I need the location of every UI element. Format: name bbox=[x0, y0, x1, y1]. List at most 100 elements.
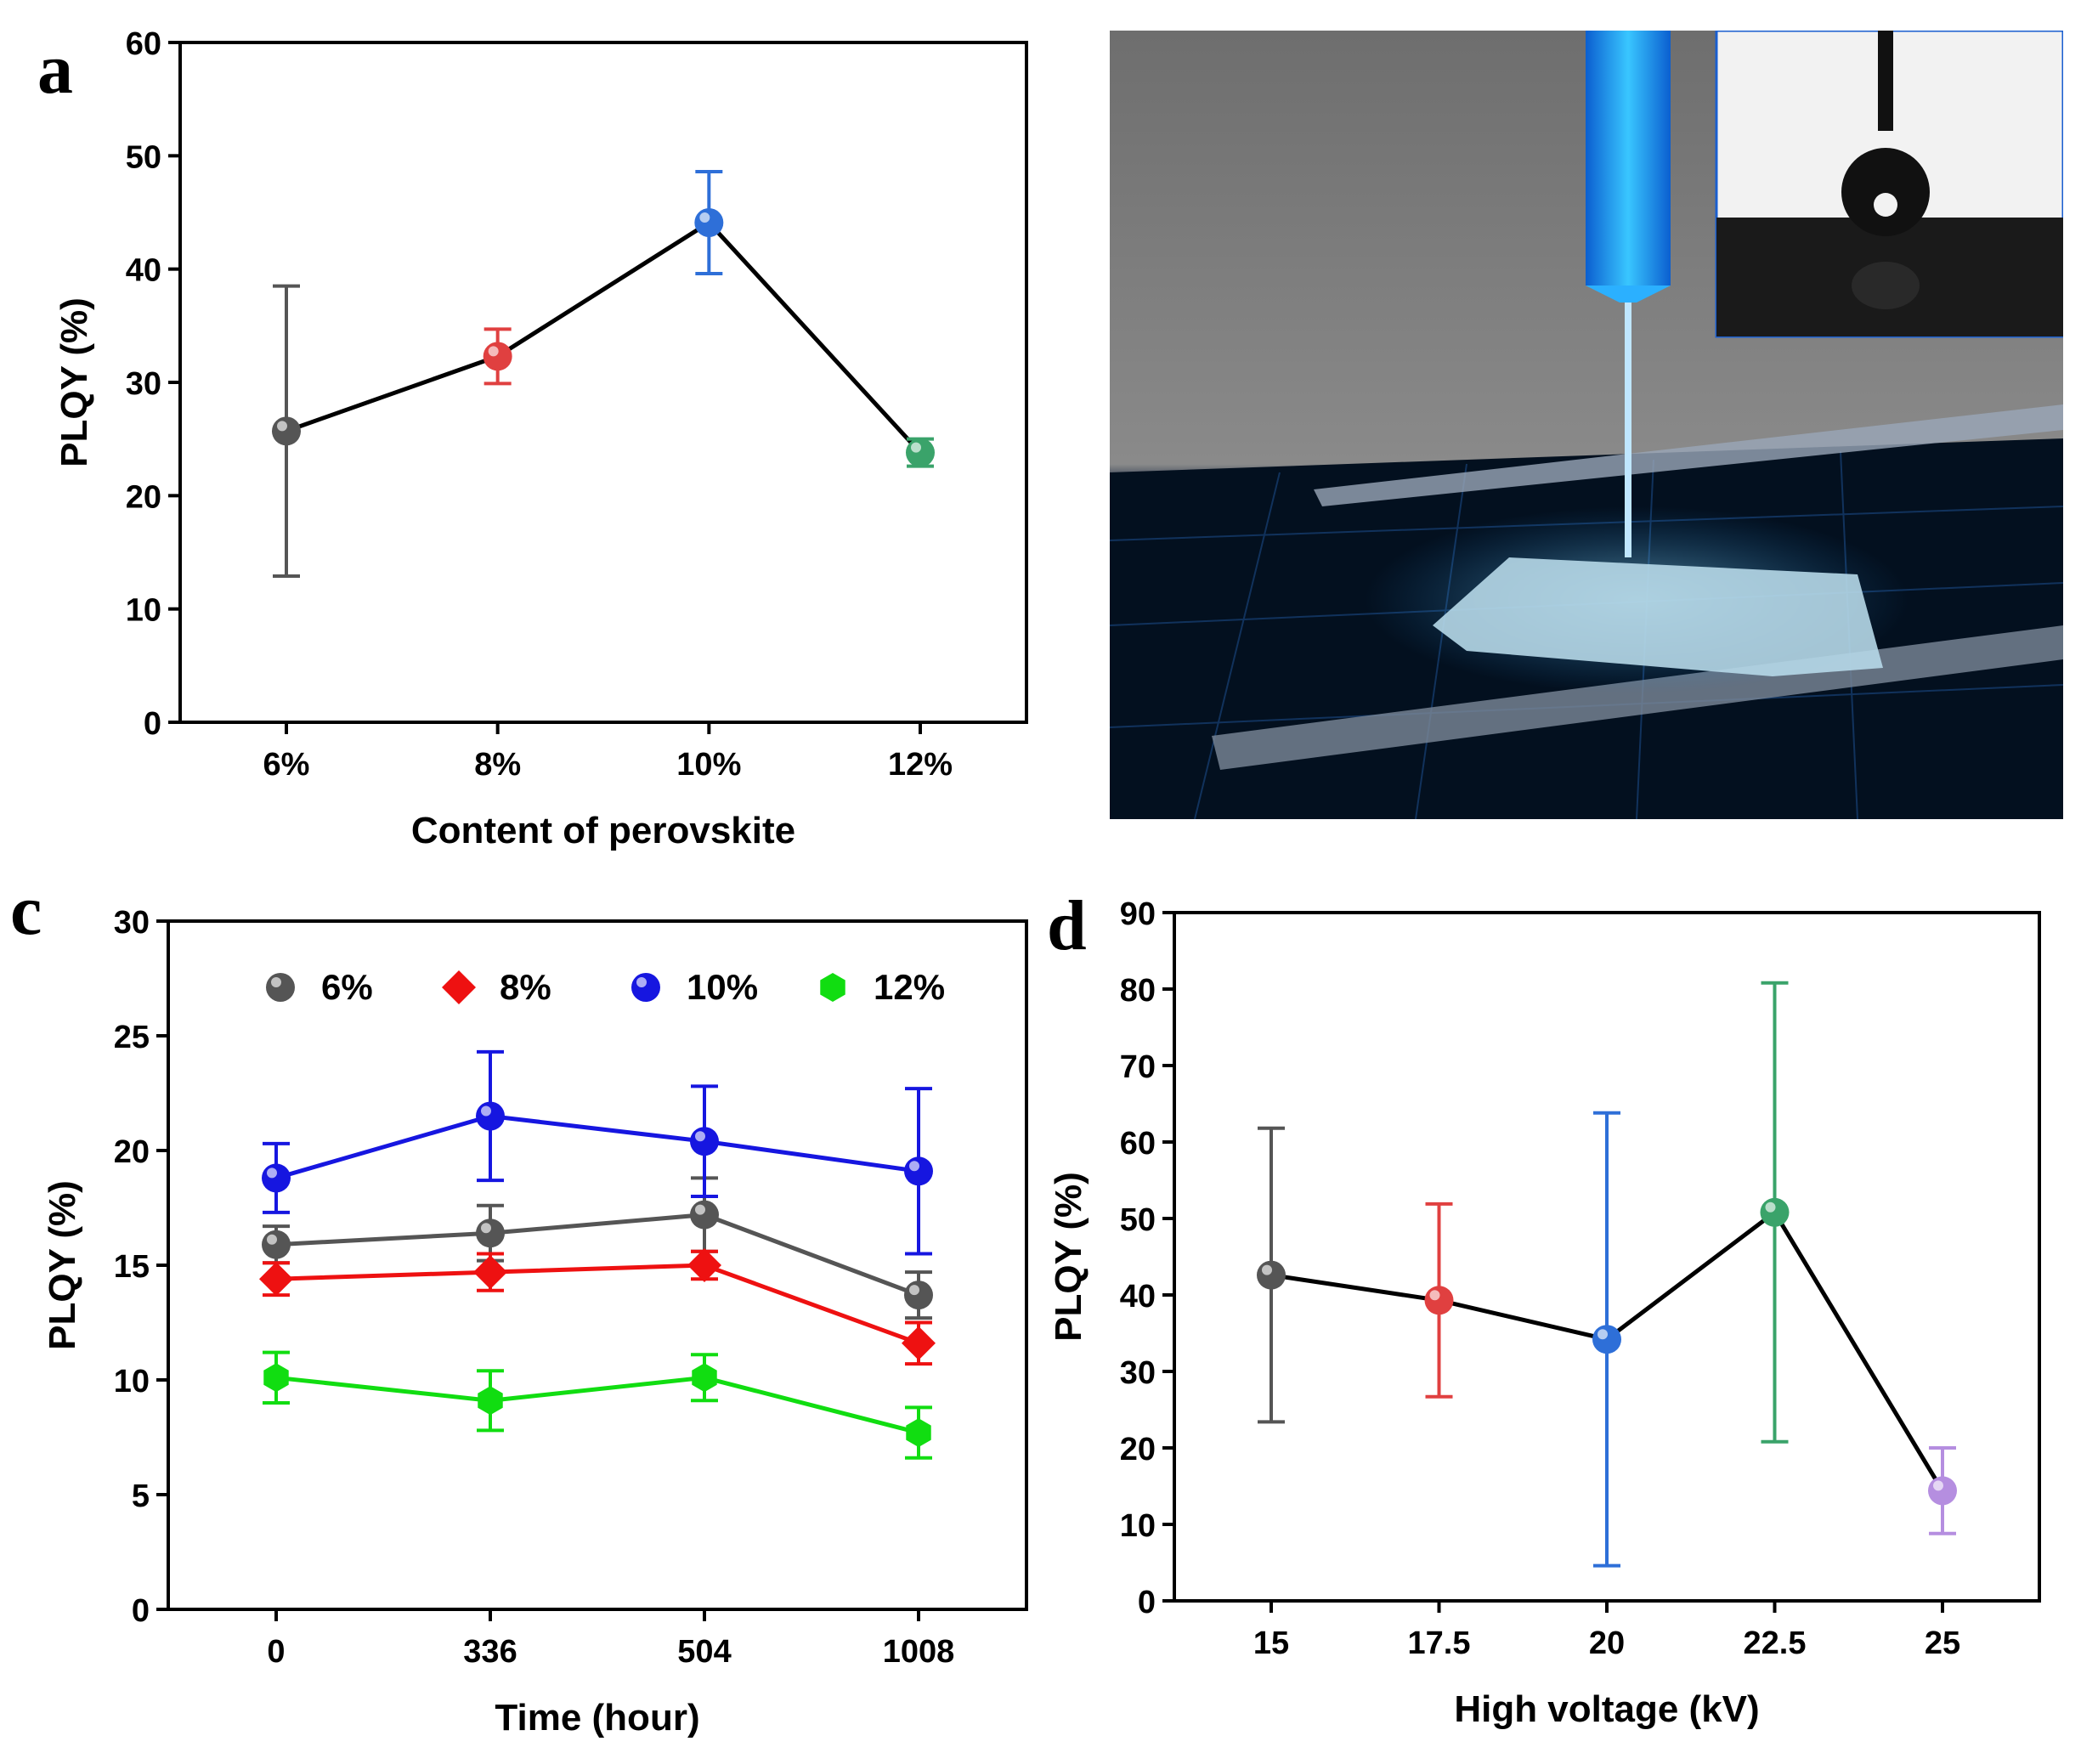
y-tick-label: 90 bbox=[1120, 896, 1156, 932]
y-tick-label: 20 bbox=[126, 479, 161, 515]
data-point-highlight bbox=[267, 1168, 277, 1179]
data-point bbox=[476, 1218, 505, 1248]
legend-marker bbox=[631, 973, 660, 1002]
data-point bbox=[1592, 1325, 1621, 1354]
data-point-highlight bbox=[277, 421, 287, 432]
chart-a: 0 10 20 30 40 50 60 6% 8% 10% 12% Content of perovs… bbox=[54, 26, 1028, 851]
plot-frame bbox=[178, 41, 1028, 724]
x-tick-label: 25 bbox=[1925, 1625, 1960, 1661]
y-tick-label: 50 bbox=[126, 139, 161, 175]
data-point bbox=[687, 1248, 721, 1282]
y-tick-label: 0 bbox=[132, 1593, 150, 1629]
legend-label: 10% bbox=[687, 967, 758, 1007]
y-tick-label: 40 bbox=[126, 253, 161, 289]
y-tick-label: 20 bbox=[1120, 1432, 1156, 1467]
y-tick-label: 30 bbox=[114, 905, 150, 941]
data-point bbox=[692, 1363, 717, 1393]
y-tick-label: 70 bbox=[1120, 1049, 1156, 1085]
chart-d: 0 10 20 30 40 50 60 70 80 90 15 17.5 20 22.5 25 High vo… bbox=[1054, 896, 2041, 1730]
y-tick-label: 30 bbox=[1120, 1355, 1156, 1391]
data-point bbox=[1424, 1286, 1454, 1315]
data-point bbox=[1928, 1476, 1957, 1506]
y-tick-label: 25 bbox=[114, 1020, 150, 1055]
data-point bbox=[272, 416, 301, 446]
data-point-highlight bbox=[699, 212, 710, 223]
data-point bbox=[690, 1200, 719, 1230]
x-tick-label: 22.5 bbox=[1744, 1625, 1807, 1661]
y-tick-label: 10 bbox=[114, 1364, 150, 1399]
data-point bbox=[476, 1101, 505, 1131]
y-tick-label: 10 bbox=[1120, 1508, 1156, 1544]
x-tick-label: 6% bbox=[263, 747, 310, 783]
y-tick-label: 15 bbox=[114, 1249, 150, 1285]
y-tick-label: 0 bbox=[144, 706, 161, 742]
data-point bbox=[473, 1255, 507, 1290]
panel-label-d: d bbox=[1047, 886, 1087, 965]
legend-label: 8% bbox=[500, 967, 551, 1007]
syringe-hub bbox=[1586, 31, 1671, 286]
legend-marker bbox=[442, 970, 476, 1004]
x-tick-label: 15 bbox=[1253, 1625, 1289, 1661]
panel-label-c: c bbox=[10, 871, 42, 950]
series-line bbox=[275, 1113, 919, 1180]
x-tick-label: 20 bbox=[1589, 1625, 1625, 1661]
contact-angle-inset bbox=[1715, 31, 2063, 338]
legend-marker bbox=[820, 973, 845, 1002]
data-point bbox=[904, 1156, 933, 1186]
x-tick-label: 504 bbox=[677, 1634, 731, 1670]
data-point-highlight bbox=[695, 1204, 705, 1215]
y-axis-label: PLQY (%) bbox=[42, 1180, 83, 1350]
data-point-highlight bbox=[481, 1223, 491, 1234]
y-tick-label: 50 bbox=[1120, 1202, 1156, 1238]
x-tick-label: 8% bbox=[474, 747, 521, 783]
x-axis-label: Content of perovskite bbox=[411, 810, 795, 851]
data-point-highlight bbox=[481, 1105, 491, 1117]
fiber-mat bbox=[1433, 557, 1883, 676]
panel-label-a: a bbox=[37, 30, 73, 109]
y-tick-label: 0 bbox=[1138, 1585, 1156, 1620]
y-axis-label: PLQY (%) bbox=[1054, 1172, 1089, 1342]
y-tick-label: 40 bbox=[1120, 1279, 1156, 1315]
y-tick-label: 20 bbox=[114, 1134, 150, 1170]
x-axis-label: High voltage (kV) bbox=[1454, 1688, 1759, 1730]
data-point-highlight bbox=[1262, 1264, 1272, 1275]
legend-marker-highlight bbox=[636, 977, 647, 987]
y-tick-label: 10 bbox=[126, 593, 161, 629]
syringe-tip bbox=[1586, 286, 1671, 302]
y-tick-label: 80 bbox=[1120, 973, 1156, 1009]
series-line bbox=[275, 1213, 919, 1298]
metal-strip-top bbox=[1314, 404, 2063, 506]
series-line bbox=[275, 1375, 919, 1435]
series-line bbox=[275, 1263, 919, 1346]
x-tick-label: 12% bbox=[888, 747, 953, 783]
data-point bbox=[690, 1127, 719, 1156]
data-point bbox=[906, 1418, 931, 1448]
data-point bbox=[263, 1363, 289, 1393]
data-point-highlight bbox=[909, 1161, 919, 1172]
data-point-highlight bbox=[1933, 1480, 1943, 1491]
data-point bbox=[694, 208, 724, 237]
x-tick-label: 0 bbox=[267, 1634, 285, 1670]
data-point-highlight bbox=[1598, 1329, 1608, 1340]
data-point-highlight bbox=[1429, 1290, 1440, 1301]
x-axis-label: Time (hour) bbox=[495, 1697, 699, 1739]
legend-label: 6% bbox=[321, 967, 373, 1007]
data-point bbox=[262, 1163, 291, 1193]
photo-electrospinning bbox=[1110, 31, 2063, 819]
legend-marker bbox=[266, 973, 295, 1002]
data-point bbox=[1257, 1260, 1286, 1290]
y-tick-label: 5 bbox=[132, 1478, 150, 1514]
data-point bbox=[483, 342, 512, 371]
data-point-highlight bbox=[1765, 1201, 1776, 1213]
x-tick-label: 1008 bbox=[883, 1634, 955, 1670]
plot-frame bbox=[167, 919, 1028, 1611]
data-point-highlight bbox=[911, 442, 921, 453]
chart-c: 0 5 10 15 20 25 30 0 336 504 1008 Time (hour) PLQY (… bbox=[42, 905, 1028, 1739]
y-tick-label: 60 bbox=[126, 26, 161, 62]
series-line bbox=[286, 219, 922, 455]
data-point-highlight bbox=[695, 1131, 705, 1142]
x-tick-label: 10% bbox=[676, 747, 741, 783]
data-point-highlight bbox=[909, 1285, 919, 1296]
data-point bbox=[1760, 1197, 1790, 1227]
data-point bbox=[902, 1326, 936, 1360]
